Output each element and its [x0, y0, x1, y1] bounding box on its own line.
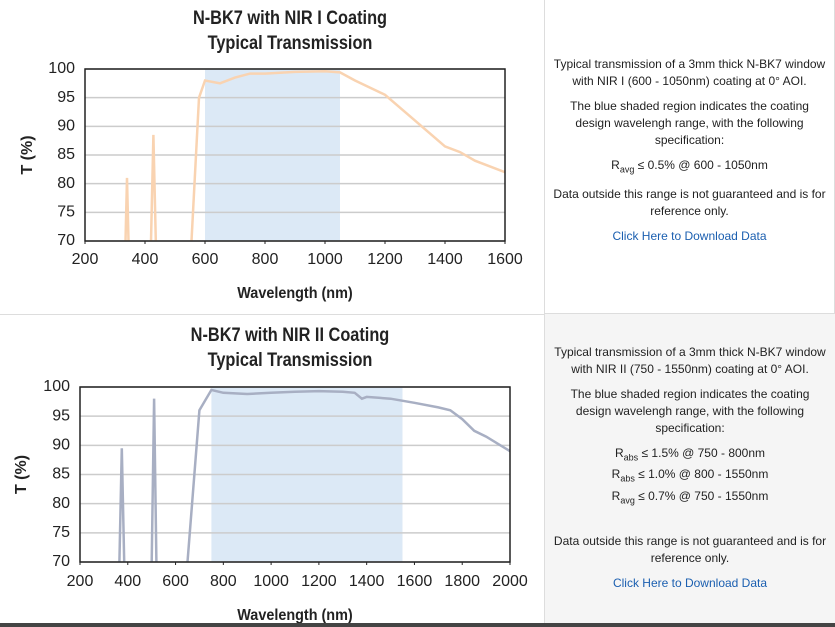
y-tick-label: 85 — [57, 146, 75, 163]
y-tick-label: 85 — [52, 466, 70, 483]
x-tick-label: 600 — [192, 251, 219, 268]
spec-symbol: R — [614, 446, 624, 460]
spec: Rabs ≤ 1.5% @ 750 - 800nm — [553, 445, 827, 466]
disclaimer: Data outside this range is not guarantee… — [553, 534, 827, 566]
y-tick-label: 95 — [57, 89, 75, 106]
y-tick-label: 90 — [57, 118, 75, 135]
x-tick-label: 200 — [72, 251, 99, 268]
y-tick-label: 75 — [57, 204, 75, 221]
x-tick-label: 600 — [162, 573, 189, 590]
y-axis-label: T (%) — [19, 135, 36, 174]
x-tick-label: 1200 — [301, 573, 337, 590]
description-panel: Typical transmission of a 3mm thick N-BK… — [544, 314, 835, 627]
chart-subtitle: Typical Transmission — [208, 32, 373, 53]
disclaimer: Data outside this range is not guarantee… — [553, 187, 826, 219]
charts: N-BK7 with NIR I Coating Typical Transmis… — [13, 7, 528, 625]
chart-title: N-BK7 with NIR II Coating — [191, 324, 390, 345]
spec-text: ≤ 0.5% @ 600 - 1050nm — [637, 158, 768, 172]
y-tick-label: 80 — [57, 175, 75, 192]
spec-list: Rabs ≤ 1.5% @ 750 - 800nm Rabs ≤ 1.0% @ 8… — [553, 445, 827, 509]
x-tick-label: 400 — [132, 251, 159, 268]
x-axis-label: Wavelength (nm) — [237, 285, 352, 303]
spec-symbol: R — [611, 467, 621, 482]
x-tick-label: 200 — [67, 573, 94, 590]
x-tick-label: 1600 — [487, 251, 523, 268]
transmission-line — [118, 388, 510, 562]
shade-note: The blue shaded region indicates the coa… — [570, 99, 809, 147]
spec-text: ≤ 1.5% @ 750 - 800nm — [641, 446, 766, 460]
download-link[interactable]: Click Here to Download Data — [612, 229, 767, 244]
intro-text: Typical transmission of a 3mm thick N-BK… — [553, 57, 826, 88]
intro-text: Typical transmission of a 3mm thick N-BK… — [554, 345, 826, 376]
description-panel: Typical transmission of a 3mm thick N-BK… — [544, 0, 835, 314]
spec: Ravg ≤ 0.5% @ 600 - 1050nm — [553, 157, 826, 178]
chart-title: N-BK7 with NIR I Coating — [193, 7, 387, 28]
spec: Ravg ≤ 0.7% @ 750 - 1550nm — [553, 488, 827, 509]
y-tick-label: 100 — [43, 378, 70, 395]
spec-subscript: avg — [620, 495, 635, 506]
x-tick-label: 1800 — [444, 573, 480, 590]
spec-symbol: R — [611, 158, 620, 172]
y-axis-label: T (%) — [13, 455, 30, 494]
x-tick-label: 1400 — [349, 573, 385, 590]
y-tick-label: 70 — [52, 553, 70, 570]
download-link[interactable]: Click Here to Download Data — [612, 576, 768, 591]
bottom-bar — [0, 623, 835, 627]
spec-subscript: avg — [619, 164, 635, 175]
x-axis-label: Wavelength (nm) — [237, 607, 352, 625]
y-tick-label: 70 — [57, 232, 75, 249]
spec-text: ≤ 1.0% @ 800 - 1550nm — [638, 467, 769, 482]
chart-subtitle: Typical Transmission — [208, 349, 373, 370]
plot-frame — [84, 68, 506, 242]
divider — [0, 314, 544, 315]
x-tick-label: 1600 — [397, 573, 433, 590]
x-tick-label: 1400 — [427, 251, 463, 268]
x-tick-label: 800 — [252, 251, 279, 268]
x-tick-label: 800 — [210, 573, 237, 590]
x-tick-label: 2000 — [492, 573, 528, 590]
y-tick-label: 95 — [52, 407, 70, 424]
x-tick-label: 1200 — [367, 251, 403, 268]
spec-subscript: abs — [620, 473, 635, 484]
spec-list: Ravg ≤ 0.5% @ 600 - 1050nm — [553, 157, 826, 178]
spec-symbol: R — [611, 488, 621, 503]
transmission-line — [124, 70, 505, 241]
y-tick-label: 75 — [52, 524, 70, 541]
y-tick-label: 90 — [52, 437, 70, 454]
spec-subscript: abs — [623, 452, 639, 463]
x-tick-label: 1000 — [253, 573, 289, 590]
x-tick-label: 400 — [114, 573, 141, 590]
shade-note: The blue shaded region indicates the coa… — [570, 387, 810, 435]
spec-text: ≤ 0.7% @ 750 - 1550nm — [638, 488, 769, 503]
y-tick-label: 80 — [52, 495, 70, 512]
x-tick-label: 1000 — [307, 251, 343, 268]
plot-frame — [79, 386, 511, 563]
spec: Rabs ≤ 1.0% @ 800 - 1550nm — [553, 466, 827, 487]
y-tick-label: 100 — [48, 60, 75, 77]
